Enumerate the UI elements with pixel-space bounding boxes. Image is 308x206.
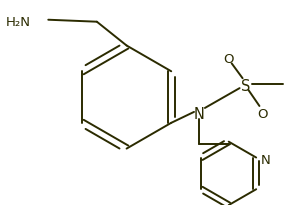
Text: N: N [261,153,271,166]
Text: O: O [257,107,268,120]
Text: O: O [223,53,234,66]
Text: H₂N: H₂N [6,16,30,29]
Text: N: N [193,107,205,121]
Text: S: S [241,79,250,94]
